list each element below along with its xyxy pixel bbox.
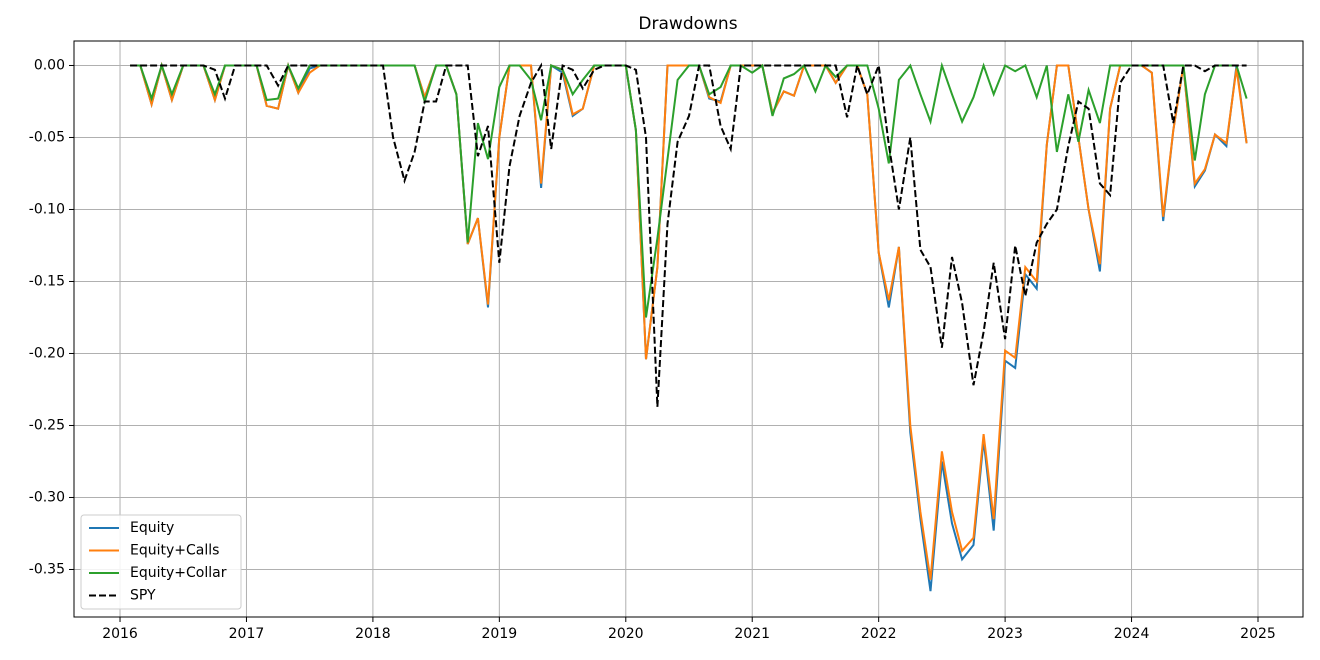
y-tick-label: -0.15	[29, 273, 65, 289]
y-tick-label: -0.35	[29, 561, 65, 577]
y-tick-label: -0.10	[29, 201, 65, 217]
y-tick-label: -0.20	[29, 345, 65, 361]
legend-label: Equity	[130, 520, 174, 536]
legend-label: Equity+Calls	[130, 543, 219, 559]
legend-label: Equity+Collar	[130, 565, 227, 581]
x-tick-label: 2021	[734, 626, 770, 642]
x-tick-label: 2024	[1114, 626, 1150, 642]
x-tick-label: 2019	[482, 626, 518, 642]
y-tick-label: -0.05	[29, 129, 65, 145]
chart-title: Drawdowns	[638, 14, 737, 34]
x-tick-label: 2025	[1240, 626, 1276, 642]
legend-box	[80, 514, 242, 610]
y-tick-label: 0.00	[34, 57, 65, 73]
x-tick-label: 2016	[102, 626, 138, 642]
x-tick-label: 2018	[355, 626, 391, 642]
y-tick-label: -0.30	[29, 489, 65, 505]
series-line	[130, 61, 1247, 407]
legend-label: SPY	[130, 588, 156, 604]
x-tick-label: 2020	[608, 626, 644, 642]
y-tick-label: -0.25	[29, 417, 65, 433]
x-tick-label: 2017	[229, 626, 265, 642]
plot-frame	[73, 40, 1304, 618]
legend: Equity Equity+Calls Equity+Collar SPY	[80, 514, 242, 610]
x-tick-label: 2023	[987, 626, 1023, 642]
x-tick-label: 2022	[861, 626, 897, 642]
